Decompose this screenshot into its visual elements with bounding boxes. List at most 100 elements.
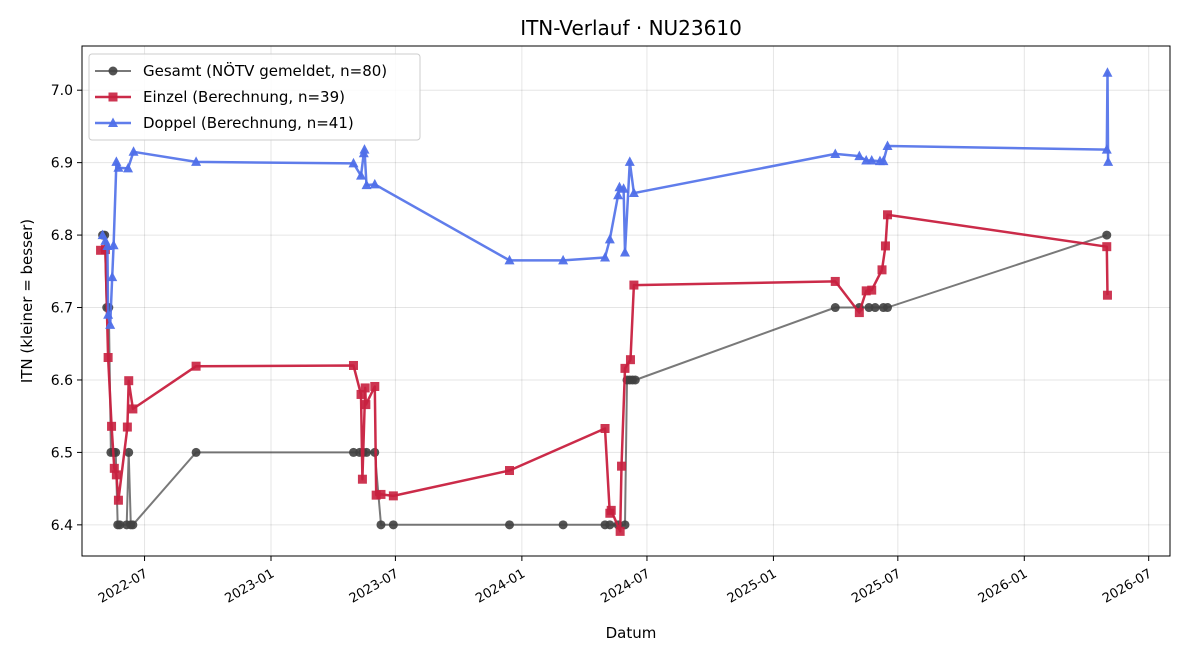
data-point	[866, 154, 877, 165]
data-point	[878, 155, 889, 166]
data-point	[618, 183, 629, 193]
data-point	[620, 363, 630, 373]
series-line	[100, 213, 1109, 533]
data-point	[830, 148, 841, 158]
y-tick-label: 6.4	[51, 518, 73, 534]
data-point	[883, 210, 893, 220]
data-point	[360, 383, 370, 393]
y-tick-label: 6.7	[51, 301, 73, 317]
data-point	[388, 520, 398, 530]
data-point	[124, 376, 134, 386]
x-tick-label: 2025-01	[725, 566, 780, 606]
y-tick-label: 6.9	[51, 156, 73, 172]
data-point	[115, 520, 125, 530]
data-point	[861, 286, 871, 296]
data-point	[615, 526, 625, 536]
data-point	[123, 162, 134, 173]
data-point	[1101, 144, 1112, 154]
data-point	[604, 233, 615, 244]
legend-label: Doppel (Berechnung, n=41)	[143, 114, 354, 132]
data-point	[105, 319, 116, 329]
data-point	[108, 66, 118, 76]
data-point	[128, 404, 138, 414]
data-point	[624, 156, 635, 166]
data-point	[1102, 230, 1112, 240]
data-point	[191, 156, 202, 166]
data-point	[113, 162, 124, 172]
data-point	[357, 474, 367, 484]
data-point	[617, 461, 627, 471]
legend-label: Gesamt (NÖTV gemeldet, n=80)	[143, 61, 387, 80]
data-point	[854, 308, 864, 318]
data-point	[108, 239, 119, 250]
legend-label: Einzel (Berechnung, n=39)	[143, 88, 345, 106]
data-point	[504, 254, 515, 265]
data-point	[629, 280, 639, 290]
y-axis-label: ITN (kleiner = besser)	[18, 219, 36, 383]
data-point	[388, 491, 398, 501]
x-tick-label: 2023-07	[347, 566, 402, 606]
x-tick-label: 2024-07	[598, 566, 653, 606]
data-point	[505, 466, 515, 476]
series-2	[96, 210, 1112, 536]
legend-item: Einzel (Berechnung, n=39)	[95, 88, 345, 106]
legend-item: Gesamt (NÖTV gemeldet, n=80)	[95, 61, 387, 80]
data-point	[628, 187, 639, 198]
data-point	[103, 309, 114, 319]
data-point	[348, 157, 359, 168]
data-point	[96, 245, 106, 255]
data-point	[348, 447, 358, 457]
y-tick-label: 7.0	[51, 83, 73, 99]
data-point	[1102, 242, 1112, 252]
data-point	[361, 179, 372, 190]
data-point	[877, 265, 887, 275]
data-point	[630, 375, 640, 385]
data-point	[600, 252, 611, 262]
data-point	[830, 276, 840, 286]
data-point	[361, 400, 371, 410]
x-tick-label: 2022-07	[96, 566, 151, 606]
data-point	[108, 92, 118, 102]
data-point	[882, 140, 893, 150]
x-tick-label: 2024-01	[473, 566, 528, 606]
data-point	[854, 150, 865, 161]
x-axis-label: Datum	[606, 624, 657, 642]
x-tick-label: 2026-01	[976, 566, 1031, 606]
data-point	[505, 520, 515, 530]
data-point	[122, 422, 132, 432]
data-point	[356, 170, 367, 180]
data-point	[376, 489, 386, 499]
data-point	[348, 360, 358, 370]
data-point	[864, 303, 874, 313]
data-point	[370, 381, 380, 391]
data-point	[128, 520, 138, 530]
data-point	[830, 303, 840, 313]
series-3	[97, 67, 1114, 329]
data-point	[107, 421, 117, 431]
data-point	[1102, 290, 1112, 300]
data-point	[867, 285, 877, 295]
data-point	[107, 271, 118, 282]
data-point	[356, 389, 366, 399]
data-point	[113, 495, 123, 505]
y-tick-label: 6.5	[51, 445, 73, 461]
data-point	[124, 447, 134, 457]
data-point	[619, 246, 630, 257]
data-point	[880, 241, 890, 251]
legend: Gesamt (NÖTV gemeldet, n=80) Einzel (Bere…	[88, 53, 421, 141]
data-point	[600, 424, 610, 433]
data-point	[558, 254, 569, 265]
data-point	[605, 520, 615, 530]
data-point	[369, 178, 380, 189]
data-point	[111, 470, 121, 480]
data-point	[109, 463, 119, 473]
series-layer	[96, 67, 1114, 536]
data-point	[128, 146, 139, 156]
data-point	[870, 303, 880, 313]
x-tick-label: 2025-07	[849, 566, 904, 606]
data-point	[376, 520, 386, 530]
data-point	[558, 520, 568, 530]
data-point	[191, 447, 201, 457]
legend-frame	[88, 53, 421, 141]
